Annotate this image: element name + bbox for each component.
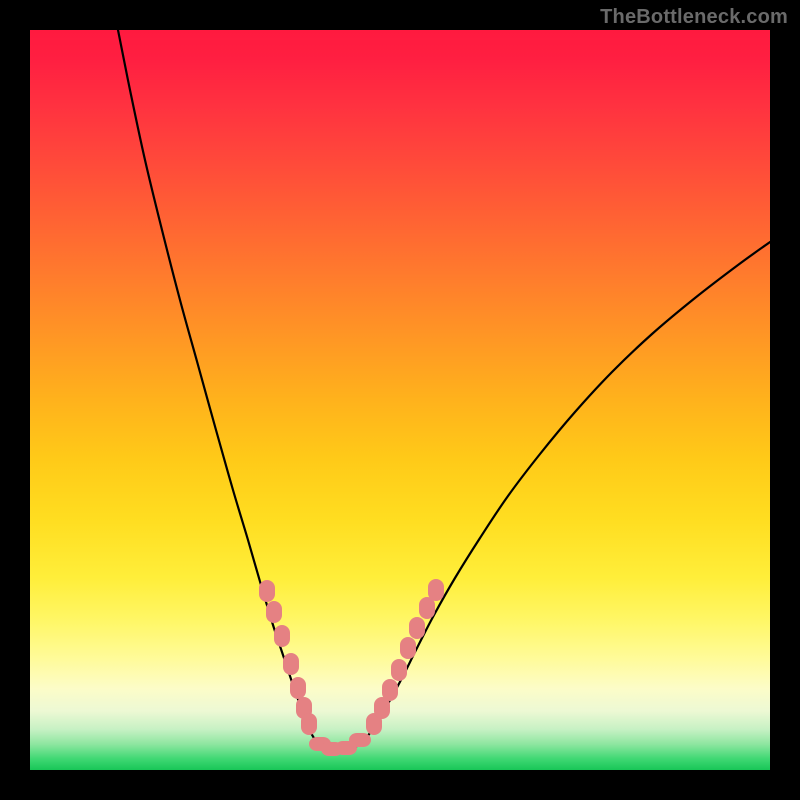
- curve-marker: [349, 733, 371, 747]
- curve-marker: [391, 659, 407, 681]
- curve-marker: [259, 580, 275, 602]
- chart-svg: [30, 30, 770, 770]
- curve-marker: [409, 617, 425, 639]
- curve-marker: [266, 601, 282, 623]
- watermark-text: TheBottleneck.com: [600, 6, 788, 29]
- curve-marker: [283, 653, 299, 675]
- curve-marker: [428, 579, 444, 601]
- curve-marker: [382, 679, 398, 701]
- curve-marker: [400, 637, 416, 659]
- curve-marker: [290, 677, 306, 699]
- plot-area: [30, 30, 770, 770]
- curve-marker: [301, 713, 317, 735]
- curve-marker: [419, 597, 435, 619]
- curve-marker: [274, 625, 290, 647]
